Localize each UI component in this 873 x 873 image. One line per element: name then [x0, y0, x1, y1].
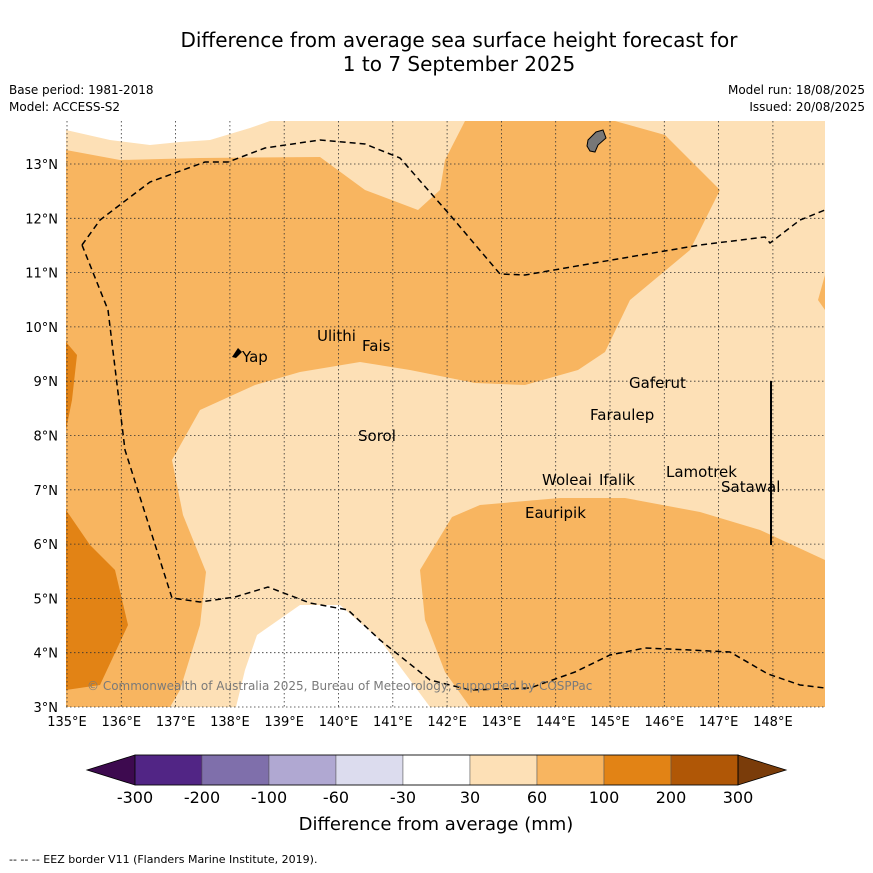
lat-tick-label: 13°N	[25, 158, 58, 173]
colorbar-swatch	[268, 754, 337, 786]
model-run: Model run: 18/08/2025	[727, 83, 865, 97]
lon-tick-label: 138°E	[210, 715, 250, 730]
lon-tick-label: 139°E	[264, 715, 304, 730]
base-period: Base period: 1981-2018	[9, 83, 154, 97]
colorbar-label: Difference from average (mm)	[299, 814, 574, 835]
lat-tick-label: 6°N	[34, 538, 59, 553]
place-ulithi: Ulithi	[317, 327, 356, 345]
colorbar-swatch	[536, 754, 605, 786]
colorbar-extend-low	[85, 754, 136, 786]
lat-tick-label: 4°N	[34, 647, 59, 662]
colorbar-extend-high	[737, 754, 788, 786]
gridlines	[66, 121, 825, 708]
colorbar-swatch	[670, 754, 739, 786]
issued-date: Issued: 20/08/2025	[749, 100, 865, 114]
band-60-100-west	[66, 121, 720, 707]
band-100-200-west	[66, 342, 77, 430]
eez-border-line	[81, 139, 825, 691]
colorbar-tick: 200	[656, 788, 687, 807]
colorbar-frame	[134, 754, 739, 786]
colorbar-tick: -200	[184, 788, 220, 807]
colorbar-swatch	[603, 754, 672, 786]
lon-tick-label: 143°E	[482, 715, 522, 730]
colorbar-tick-labels: -300 -200 -100 -60 -30 30 60 100 200 300	[117, 788, 753, 807]
place-lamotrek: Lamotrek	[666, 463, 737, 481]
lat-tick-label: 7°N	[34, 484, 59, 499]
colorbar-swatch	[201, 754, 270, 786]
colorbar-swatch	[134, 754, 203, 786]
lon-tick-label: 140°E	[319, 715, 359, 730]
chart-title: Difference from average sea surface heig…	[0, 28, 873, 76]
lon-tick-label: 147°E	[699, 715, 739, 730]
longitude-labels: 135°E 136°E 137°E 138°E 139°E 140°E 141°E 142°E…	[47, 715, 792, 730]
place-fais: Fais	[362, 337, 391, 355]
lat-tick-label: 11°N	[25, 267, 58, 282]
lon-tick-label: 142°E	[427, 715, 467, 730]
lat-tick-label: 5°N	[34, 592, 59, 607]
lat-tick-label: 3°N	[34, 701, 59, 716]
lon-tick-label: 137°E	[156, 715, 196, 730]
lon-tick-label: 146°E	[645, 715, 685, 730]
lon-tick-label: 145°E	[590, 715, 630, 730]
lon-tick-label: 141°E	[373, 715, 413, 730]
colorbar-swatch	[335, 754, 404, 786]
colorbar	[85, 754, 788, 786]
lon-tick-label: 136°E	[102, 715, 142, 730]
place-woleai: Woleai	[542, 471, 592, 489]
footer-note: -- -- -- EEZ border V11 (Flanders Marine…	[9, 853, 318, 866]
band-100-200-southwest	[66, 510, 128, 690]
lon-tick-label: 144°E	[536, 715, 576, 730]
place-faraulep: Faraulep	[590, 406, 654, 424]
colorbar-tick: -100	[251, 788, 287, 807]
lat-tick-label: 12°N	[25, 212, 58, 227]
title-line-2: 1 to 7 September 2025	[342, 52, 576, 76]
latitude-labels: 13°N 12°N 11°N 10°N 9°N 8°N 7°N 6°N 5°N 4°N 3°N	[25, 158, 58, 716]
band-60-100-east-edge	[818, 275, 825, 310]
colorbar-swatch	[402, 754, 471, 786]
place-sorol: Sorol	[358, 427, 396, 445]
lat-tick-label: 9°N	[34, 375, 59, 390]
lat-tick-label: 8°N	[34, 430, 59, 445]
guam-island	[586, 129, 607, 153]
place-gaferut: Gaferut	[629, 374, 686, 392]
yap-island	[232, 348, 242, 358]
meta-right: Model run: 18/08/2025 Issued: 20/08/2025	[728, 82, 865, 116]
place-satawal: Satawal	[721, 478, 780, 496]
colorbar-tick: 100	[589, 788, 620, 807]
place-yap: Yap	[241, 348, 268, 366]
colorbar-tick: -60	[323, 788, 349, 807]
band-neutral-north	[66, 121, 270, 145]
place-eauripik: Eauripik	[525, 504, 586, 522]
colorbar-tick: 60	[527, 788, 547, 807]
place-ifalik: Ifalik	[599, 471, 635, 489]
colorbar-tick: -30	[390, 788, 416, 807]
copyright-notice: © Commonwealth of Australia 2025, Bureau…	[87, 679, 592, 693]
meta-left: Base period: 1981-2018 Model: ACCESS-S2	[9, 82, 154, 116]
title-line-1: Difference from average sea surface heig…	[180, 28, 738, 52]
place-labels: Yap Ulithi Fais Gaferut Faraulep Sorol L…	[241, 327, 780, 522]
band-60-100-southeast	[420, 498, 825, 707]
colorbar-tick: 30	[460, 788, 480, 807]
lon-tick-label: 135°E	[47, 715, 87, 730]
colorbar-tick: -300	[117, 788, 153, 807]
colorbar-swatch	[469, 754, 538, 786]
lat-tick-label: 10°N	[25, 321, 58, 336]
model-name: Model: ACCESS-S2	[9, 100, 121, 114]
colorbar-tick: 300	[723, 788, 754, 807]
lon-tick-label: 148°E	[753, 715, 793, 730]
